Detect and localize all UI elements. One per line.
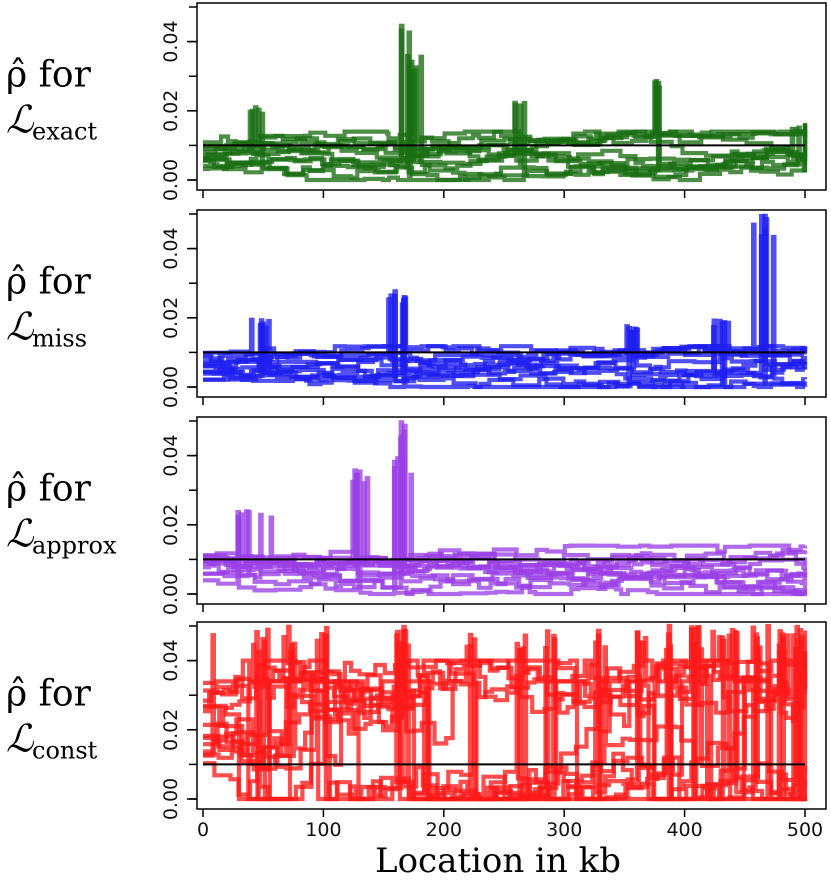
- x-axis-ticks: [202, 190, 806, 198]
- series-traces: [203, 23, 808, 183]
- trace-line: [203, 65, 808, 171]
- trace-line: [203, 100, 808, 183]
- x-axis-ticks: [202, 604, 806, 612]
- panel-label-script: ℒ: [6, 717, 35, 761]
- y-tick-label: 0.04: [160, 20, 182, 62]
- trace-line: [203, 293, 808, 390]
- panel-frame: [196, 416, 827, 605]
- x-tick-label: 0: [197, 819, 209, 841]
- x-tick-label: 300: [546, 819, 582, 841]
- y-tick-label: 0.00: [160, 159, 182, 201]
- x-tick-label: 400: [666, 819, 702, 841]
- trace-line: [203, 228, 808, 382]
- panel-label-main: ρ̂ for: [6, 674, 92, 715]
- series-traces: [203, 420, 808, 597]
- panel-label-sub: const: [32, 737, 98, 765]
- trace-line: [203, 629, 808, 802]
- x-tick-label: 100: [305, 819, 341, 841]
- trace-line: [203, 420, 808, 597]
- y-tick-label: 0.02: [160, 709, 182, 751]
- series-traces: [203, 213, 808, 390]
- trace-line: [203, 624, 808, 740]
- x-axis-ticks: [202, 397, 806, 405]
- x-axis-label: Location in kb: [375, 841, 621, 881]
- y-tick-label: 0.02: [160, 297, 182, 339]
- panel-frame: [196, 2, 827, 191]
- y-tick-label: 0.04: [160, 227, 182, 269]
- y-axis: 0.00 0.02 0.04: [160, 213, 197, 408]
- panel-label-script: ℒ: [6, 98, 35, 142]
- y-tick-label: 0.02: [160, 90, 182, 132]
- y-axis: 0.00 0.02 0.04: [160, 420, 197, 615]
- panel-label-main: ρ̂ for: [6, 469, 92, 510]
- panel-label-script: ℒ: [6, 305, 35, 349]
- y-axis: 0.00 0.02 0.04: [160, 6, 197, 201]
- y-tick-label: 0.00: [160, 778, 182, 820]
- series-traces: [203, 623, 808, 802]
- y-axis: 0.00 0.02 0.04: [160, 625, 197, 820]
- panel-label-main: ρ̂ for: [6, 262, 92, 303]
- y-tick-label: 0.02: [160, 504, 182, 546]
- panel-label-sub: approx: [32, 532, 117, 560]
- x-tick-label: 200: [426, 819, 462, 841]
- trace-line: [203, 512, 808, 597]
- trace-line: [203, 69, 808, 183]
- panel-frame: [196, 209, 827, 398]
- panel-label-script: ℒ: [6, 512, 35, 556]
- y-tick-label: 0.00: [160, 573, 182, 615]
- y-tick-label: 0.00: [160, 366, 182, 408]
- trace-line: [203, 456, 808, 578]
- trace-line: [203, 59, 808, 161]
- y-tick-label: 0.04: [160, 639, 182, 681]
- x-axis-ticks: [202, 809, 806, 817]
- x-tick-labels: 0 100 200 300 400 500: [197, 819, 823, 841]
- panel-label-sub: miss: [32, 325, 87, 353]
- panel-frame: [196, 621, 827, 810]
- panel-label-sub: exact: [32, 118, 97, 146]
- y-tick-label: 0.04: [160, 434, 182, 476]
- x-tick-label: 500: [787, 819, 823, 841]
- panel-label-main: ρ̂ for: [6, 55, 92, 96]
